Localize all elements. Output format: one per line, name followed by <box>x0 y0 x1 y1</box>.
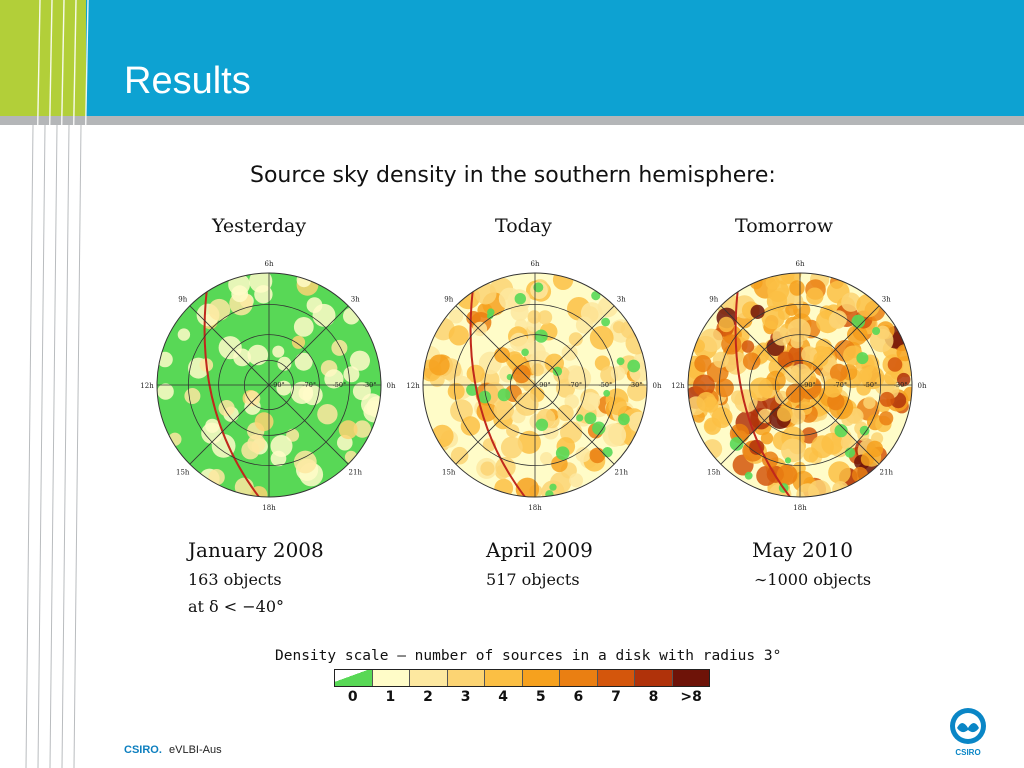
density-level-label: 2 <box>423 689 433 705</box>
footer-brand: CSIRO. <box>124 744 162 756</box>
density-color-bar <box>334 669 710 687</box>
ra-hour-label: 9h <box>444 296 453 304</box>
density-level-swatch <box>410 670 448 686</box>
density-level-label: 4 <box>498 689 509 705</box>
density-level-label: >8 <box>680 689 702 705</box>
ra-hour-label: 12h <box>140 382 154 390</box>
panel-label-today: Today <box>495 215 552 237</box>
density-level-label: 5 <box>535 689 546 705</box>
declination-cut-note: at δ < −40° <box>188 597 285 616</box>
density-level-swatch <box>335 670 373 686</box>
density-level-swatch <box>447 670 485 686</box>
slide-title: Results <box>124 60 251 102</box>
ra-hour-label: 0h <box>387 382 396 390</box>
density-map <box>157 273 381 497</box>
csiro-logo-text: CSIRO <box>955 748 980 757</box>
dec-label: -50° <box>864 381 878 389</box>
density-level-label: 0 <box>347 689 358 705</box>
ra-hour-label: 21h <box>349 468 363 476</box>
ra-hour-label: 6h <box>531 260 540 268</box>
density-level-label: 3 <box>460 689 471 705</box>
ra-hour-label: 9h <box>178 296 187 304</box>
density-level-label: 1 <box>385 689 396 705</box>
dec-label: -30° <box>629 381 643 389</box>
density-level-swatch <box>372 670 410 686</box>
ra-hour-label: 21h <box>615 468 629 476</box>
object-count-2009: 517 objects <box>486 570 580 589</box>
dec-label: -90° <box>271 381 285 389</box>
ra-hour-label: 3h <box>882 296 891 304</box>
density-level-swatch <box>522 670 560 686</box>
density-level-swatch <box>672 670 709 686</box>
decorative-lines <box>25 0 89 768</box>
date-label-2010: May 2010 <box>752 538 853 562</box>
panel-label-tomorrow: Tomorrow <box>735 215 833 237</box>
dec-label: -30° <box>363 381 377 389</box>
ra-hour-label: 3h <box>351 296 360 304</box>
date-label-2008: January 2008 <box>188 538 324 562</box>
ra-hour-label: 6h <box>796 260 805 268</box>
ra-hour-label: 12h <box>406 382 420 390</box>
density-level-label: 8 <box>648 689 659 705</box>
csiro-logo: CSIRO <box>950 708 986 757</box>
ra-hour-label: 0h <box>918 382 927 390</box>
ra-hour-label: 21h <box>880 468 894 476</box>
ra-hour-label: 9h <box>709 296 718 304</box>
ra-hour-label: 15h <box>442 468 456 476</box>
dec-label: -90° <box>802 381 816 389</box>
accent-tab <box>0 0 86 116</box>
ra-hour-label: 6h <box>265 260 274 268</box>
footer-project: eVLBI-Aus <box>169 744 222 756</box>
dec-label: -30° <box>894 381 908 389</box>
density-level-label: 7 <box>611 689 621 705</box>
dec-label: -70° <box>302 381 316 389</box>
map-outline <box>687 272 913 498</box>
object-count-2010: ∼1000 objects <box>754 570 872 589</box>
header-divider <box>0 116 1024 125</box>
date-label-2009: April 2009 <box>486 538 593 562</box>
density-level-swatch <box>485 670 523 686</box>
object-count-2008: 163 objects <box>188 570 282 589</box>
ra-hour-label: 18h <box>262 504 276 512</box>
density-scale-ticks: 0 1 2 3 4 5 6 7 8 >8 <box>334 689 710 709</box>
map-outline <box>422 272 648 498</box>
dec-label: -50° <box>333 381 347 389</box>
density-level-label: 6 <box>573 689 584 705</box>
ra-hour-label: 0h <box>653 382 662 390</box>
dec-label: -70° <box>568 381 582 389</box>
ra-hour-label: 15h <box>707 468 721 476</box>
ra-hour-label: 15h <box>176 468 190 476</box>
density-scale-caption: Density scale – number of sources in a d… <box>275 648 782 664</box>
density-level-swatch <box>635 670 673 686</box>
sky-density-maps: 6h 3h 0h 21h 18h 15h 12h 9h -90° -70° -50° -30° 6h 3h… <box>140 260 927 512</box>
ra-hour-label: 18h <box>793 504 807 512</box>
map-outline <box>156 272 382 498</box>
density-level-swatch <box>597 670 635 686</box>
dec-label: -50° <box>599 381 613 389</box>
dec-label: -70° <box>833 381 847 389</box>
density-level-swatch <box>560 670 598 686</box>
ra-hour-label: 3h <box>617 296 626 304</box>
ra-hour-label: 18h <box>528 504 542 512</box>
dec-label: -90° <box>537 381 551 389</box>
header-bar <box>0 0 1024 116</box>
ra-hour-label: 12h <box>671 382 685 390</box>
density-map <box>688 273 912 497</box>
panel-label-yesterday: Yesterday <box>212 215 307 237</box>
density-map <box>423 273 647 497</box>
figure-subtitle: Source sky density in the southern hemis… <box>250 163 776 188</box>
